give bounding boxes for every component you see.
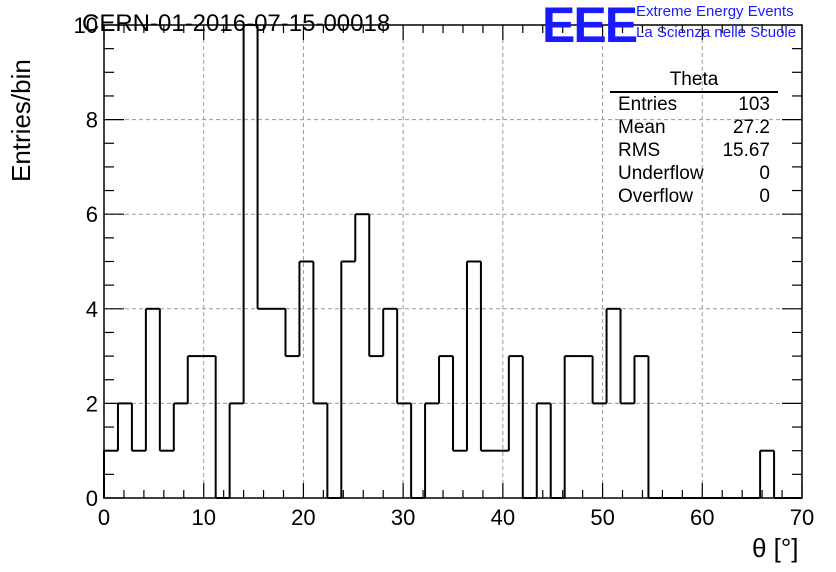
x-axis-label: θ [°] — [752, 533, 799, 563]
stats-value: 0 — [759, 186, 770, 207]
logo-line-2: La Scienza nelle Scuole — [636, 24, 797, 41]
x-tick-label: 30 — [391, 505, 415, 530]
stats-value: 15.67 — [722, 140, 770, 161]
y-tick-label: 0 — [86, 486, 98, 511]
eee-logo: EEE — [542, 0, 638, 53]
y-tick-label: 6 — [86, 202, 98, 227]
tick-labels: 0 10 20 30 40 50 60 70 0 2 4 6 8 10 — [74, 13, 815, 530]
stats-value: 27.2 — [733, 117, 770, 138]
stats-value: 0 — [759, 163, 770, 184]
stats-value: 103 — [738, 94, 770, 115]
y-tick-label: 2 — [86, 391, 98, 416]
stats-label: Overflow — [618, 186, 693, 207]
x-tick-label: 0 — [98, 505, 110, 530]
x-tick-label: 60 — [690, 505, 714, 530]
x-tick-label: 20 — [291, 505, 315, 530]
stats-box: Theta Entries 103 Mean 27.2 RMS 15.67 Un… — [610, 69, 778, 208]
grid-lines — [104, 25, 802, 498]
stats-label: Underflow — [618, 163, 704, 184]
logo-line-1: Extreme Energy Events — [636, 3, 794, 20]
x-tick-label: 40 — [491, 505, 515, 530]
y-axis-label: Entries/bin — [6, 59, 36, 182]
stats-row-rms: RMS 15.67 — [610, 139, 778, 162]
stats-row-mean: Mean 27.2 — [610, 116, 778, 139]
x-tick-label: 10 — [191, 505, 215, 530]
stats-row-overflow: Overflow 0 — [610, 185, 778, 208]
x-tick-label: 50 — [590, 505, 614, 530]
stats-label: Entries — [618, 94, 678, 115]
stats-label: Mean — [618, 117, 666, 138]
stats-row-entries: Entries 103 — [610, 93, 778, 116]
y-tick-label: 8 — [86, 108, 98, 133]
chart-title: CERN-01-2016-07-15-00018 — [82, 10, 391, 37]
stats-row-underflow: Underflow 0 — [610, 162, 778, 185]
x-tick-label: 70 — [790, 505, 814, 530]
y-tick-label: 4 — [86, 297, 98, 322]
y-tick-label: 10 — [74, 13, 98, 38]
histogram-bins — [103, 24, 802, 499]
stats-label: RMS — [618, 140, 661, 161]
stats-title: Theta — [610, 69, 778, 93]
